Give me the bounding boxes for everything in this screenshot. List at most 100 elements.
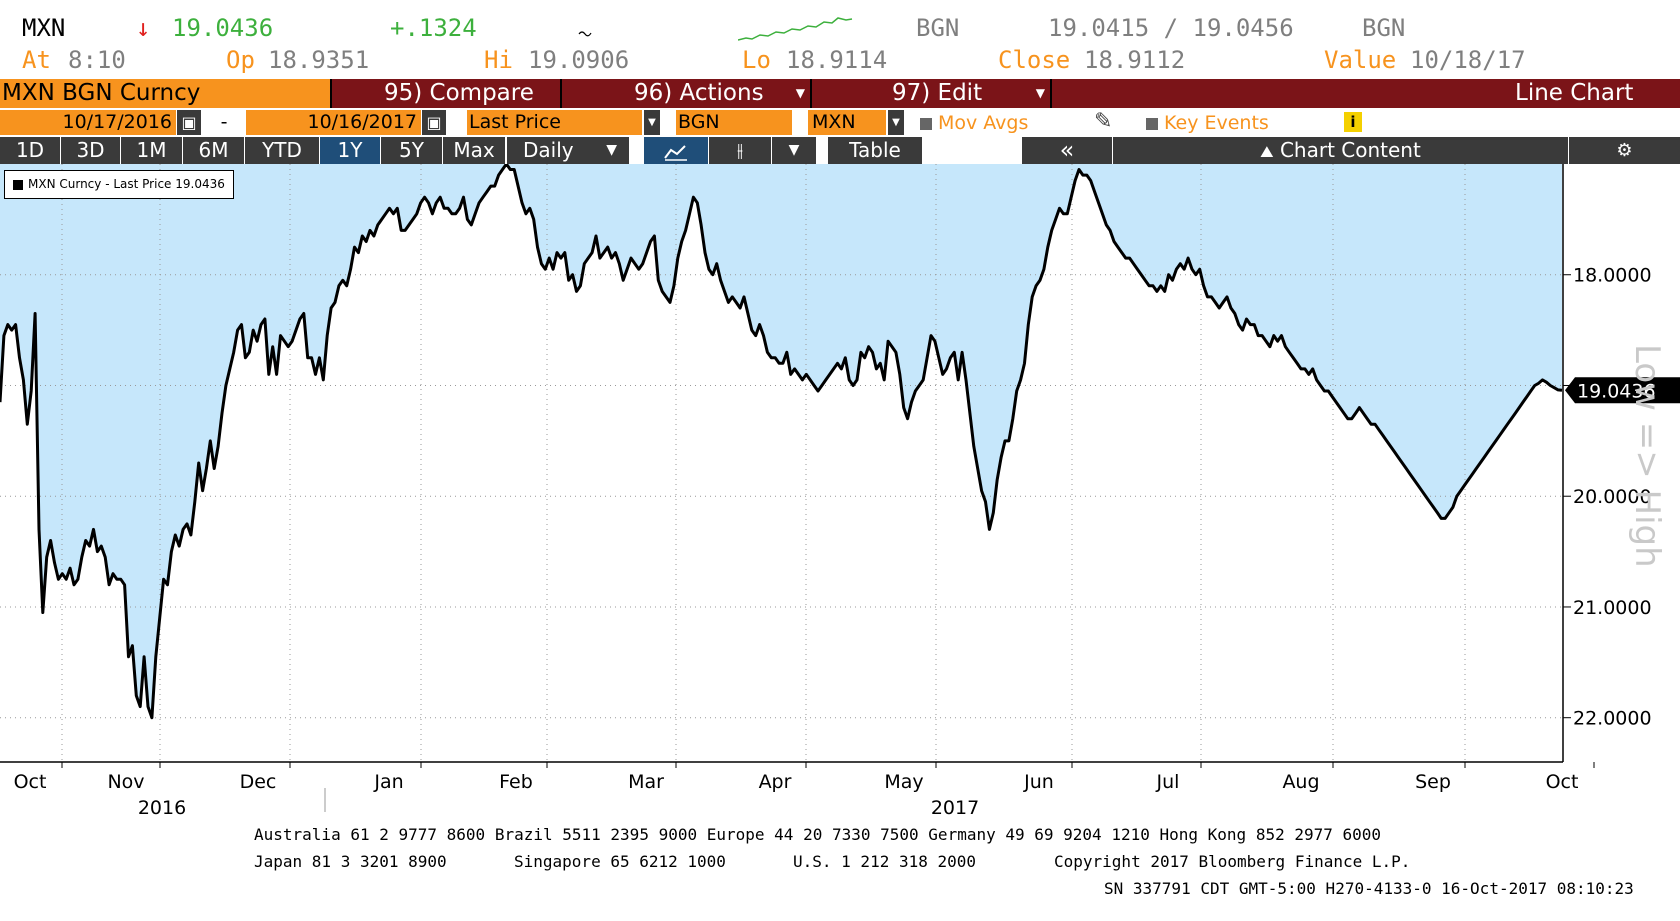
ask-source: BGN [1362, 14, 1406, 42]
actions-label: 96) Actions [634, 80, 764, 106]
value-label: Value [1324, 46, 1397, 74]
edit-menu[interactable]: 97) Edit ▼ [892, 79, 1047, 108]
period-row: 1D 3D 1M 6M YTD 1Y 5Y Max Daily ▼ ⫲ ▼ Table « ⛰… [0, 137, 1680, 164]
axis-direction-label: Low => High [1627, 344, 1667, 568]
low-label: Lo [742, 46, 771, 74]
footer-contacts-us: U.S. 1 212 318 2000 [793, 852, 977, 871]
open-value: 18.9351 [268, 46, 370, 74]
line-chart-icon[interactable] [644, 137, 708, 164]
y-tick-label: 18.0000 [1573, 265, 1652, 287]
chart-content-label: Chart Content [1279, 138, 1421, 162]
checkbox-icon [920, 117, 932, 130]
bid-source: BGN [916, 14, 960, 42]
x-tick-label: Sep [1415, 771, 1451, 793]
end-date-field[interactable]: 10/16/2017 [246, 110, 421, 135]
x-tick-label: Oct [14, 771, 47, 793]
date-field-row: 10/17/2016 ▣ - 10/16/2017 ▣ Last Price ▼… [0, 109, 1680, 136]
key-events-toggle[interactable]: Key Events [1146, 111, 1269, 136]
calendar-icon[interactable]: ▣ [422, 110, 446, 135]
legend-swatch [13, 179, 23, 190]
calendar-icon[interactable]: ▣ [177, 110, 201, 135]
info-icon[interactable]: i [1344, 112, 1362, 132]
x-tick-label: Jul [1156, 771, 1180, 793]
x-tick-label: Feb [499, 771, 533, 793]
net-change: +.1324 [390, 14, 477, 42]
caret-down-icon[interactable]: ▼ [888, 110, 904, 135]
period-button-1y[interactable]: 1Y [320, 137, 380, 164]
year-label: 2016 [138, 797, 186, 819]
footer-copyright: Copyright 2017 Bloomberg Finance L.P. [1054, 852, 1411, 871]
x-tick-label: Jun [1023, 771, 1054, 793]
period-button-max[interactable]: Max [443, 137, 505, 164]
x-tick-label: Apr [759, 771, 792, 793]
ticker: MXN [22, 14, 66, 42]
x-tick-label: Oct [1546, 771, 1579, 793]
field-select[interactable]: Last Price [467, 110, 642, 135]
period-button-ytd[interactable]: YTD [245, 137, 319, 164]
close-value: 18.9112 [1084, 46, 1186, 74]
value-date: 10/18/17 [1410, 46, 1526, 74]
table-button[interactable]: Table [828, 137, 922, 164]
y-tick-label: 22.0000 [1573, 708, 1652, 730]
footer-contacts-singapore: Singapore 65 6212 1000 [514, 852, 726, 871]
price-chart: 18.000019.000020.000021.000022.0000OctNo… [0, 164, 1680, 819]
chart-legend: MXN Curncy - Last Price 19.0436 [4, 170, 234, 199]
caret-down-icon: ▼ [606, 142, 617, 158]
checkbox-icon [1146, 117, 1158, 130]
x-tick-label: Aug [1282, 771, 1319, 793]
last-price: 19.0436 [172, 14, 274, 42]
bar-chart-icon[interactable]: ⫲ [709, 137, 771, 164]
period-button-3d[interactable]: 3D [61, 137, 120, 164]
chart-content-icon: ⛰ [1260, 142, 1274, 161]
year-label: 2017 [931, 797, 979, 819]
footer-contacts-japan: Japan 81 3 3201 8900 [254, 852, 447, 871]
period-button-1m[interactable]: 1M [121, 137, 182, 164]
x-tick-label: Jan [373, 771, 403, 793]
collapse-button[interactable]: « [1022, 137, 1112, 164]
pencil-icon[interactable]: ✎ [1094, 109, 1113, 134]
caret-down-icon[interactable]: ▼ [644, 110, 660, 135]
at-label: At [22, 46, 51, 74]
chart-type-label[interactable]: Line Chart [1515, 80, 1634, 106]
x-tick-label: Mar [628, 771, 664, 793]
x-tick-label: Nov [107, 771, 144, 793]
price-area [0, 164, 1562, 718]
edit-label: 97) Edit [892, 80, 983, 106]
open-label: Op [226, 46, 255, 74]
actions-menu[interactable]: 96) Actions ▼ [634, 79, 809, 108]
at-value: 8:10 [68, 46, 126, 74]
down-arrow-icon: ↓ [136, 14, 151, 42]
start-date-field[interactable]: 10/17/2016 [0, 110, 176, 135]
chart-content-button[interactable]: ⛰ Chart Content [1113, 137, 1568, 164]
last-value-tag [1565, 377, 1680, 404]
key-events-label: Key Events [1164, 112, 1269, 134]
period-button-1d[interactable]: 1D [0, 137, 60, 164]
low-value: 18.9114 [786, 46, 888, 74]
period-button-5y[interactable]: 5Y [381, 137, 442, 164]
caret-down-icon: ▼ [1035, 86, 1045, 100]
high-value: 19.0906 [528, 46, 630, 74]
last-value-label: 19.0436 [1577, 380, 1656, 402]
chart-style-dropdown[interactable]: ▼ [772, 137, 816, 164]
security-field[interactable]: MXN BGN Curncy [0, 79, 330, 108]
x-tick-label: Dec [240, 771, 277, 793]
settings-gear-icon[interactable]: ⚙ [1569, 137, 1680, 164]
intraday-sparkline [738, 17, 853, 41]
frequency-label: Daily [523, 138, 574, 162]
high-label: Hi [484, 46, 513, 74]
date-separator: - [204, 110, 244, 135]
frequency-select[interactable]: Daily ▼ [507, 137, 629, 164]
mov-avgs-label: Mov Avgs [938, 112, 1029, 134]
compare-menu[interactable]: 95) Compare [384, 80, 534, 106]
mov-avgs-toggle[interactable]: Mov Avgs [920, 111, 1028, 136]
caret-down-icon: ▼ [788, 142, 800, 158]
period-button-6m[interactable]: 6M [183, 137, 244, 164]
y-tick-label: 20.0000 [1573, 486, 1652, 508]
footer-contacts-1: Australia 61 2 9777 8600 Brazil 5511 239… [254, 825, 1382, 844]
footer-session: SN 337791 CDT GMT-5:00 H270-4133-0 16-Oc… [1104, 879, 1634, 898]
bid-ask: 19.0415 / 19.0456 [1048, 14, 1294, 42]
close-label: Close [998, 46, 1071, 74]
currency-field[interactable]: MXN [808, 110, 886, 135]
sparkline-icon [578, 31, 592, 37]
source-field[interactable]: BGN [676, 110, 792, 135]
